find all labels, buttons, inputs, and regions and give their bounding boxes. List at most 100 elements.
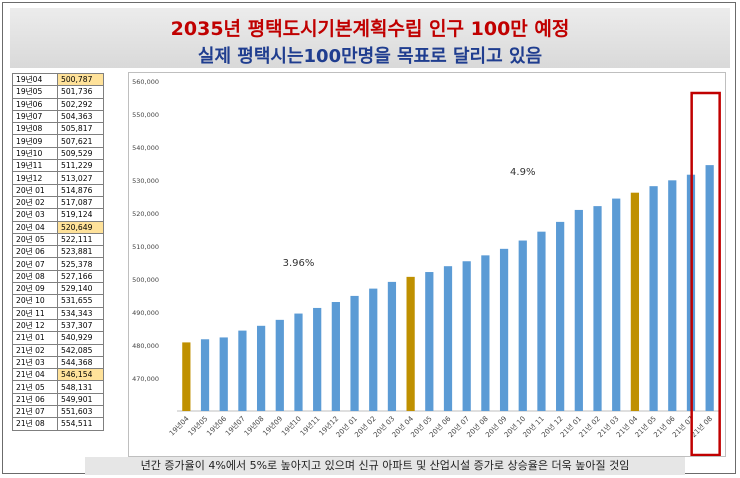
population-cell: 546,154 — [57, 368, 104, 382]
population-cell: 511,229 — [57, 159, 104, 173]
bar — [425, 272, 434, 411]
highlight-box — [690, 91, 721, 457]
bar — [369, 288, 378, 411]
month-cell: 20년 10 — [12, 294, 58, 308]
month-cell: 20년 11 — [12, 306, 58, 320]
table-row: 20년 11 534,343 — [12, 306, 104, 320]
bar — [200, 339, 210, 411]
population-cell: 513,027 — [57, 171, 104, 185]
table-row: 19년10 509,529 — [12, 146, 104, 161]
y-tick-label: 530,000 — [132, 177, 159, 185]
month-cell: 21년 01 — [12, 331, 58, 345]
population-cell: 501,736 — [57, 85, 104, 99]
bar — [612, 198, 621, 411]
bar — [313, 307, 322, 411]
month-cell: 20년 01 — [12, 183, 58, 197]
table-row: 20년 08 527,166 — [12, 269, 104, 284]
bar — [331, 302, 340, 411]
table-row: 20년 03 519,124 — [12, 208, 104, 222]
y-tick-label: 540,000 — [132, 144, 159, 152]
bar — [630, 192, 640, 411]
population-cell: 548,131 — [57, 380, 104, 394]
month-cell: 21년 07 — [12, 405, 58, 419]
bar — [275, 319, 284, 411]
population-cell: 500,787 — [57, 72, 104, 87]
month-cell: 21년 03 — [12, 355, 58, 370]
month-cell: 20년 06 — [12, 245, 58, 259]
population-cell: 537,307 — [57, 318, 104, 333]
table-row: 20년 07 525,378 — [12, 257, 104, 271]
population-cell: 542,085 — [57, 343, 104, 357]
bar — [387, 281, 397, 411]
chart-svg: 470,000 480,000 490,000 500,000 510,000 520,0… — [132, 78, 721, 457]
population-cell: 525,378 — [57, 257, 104, 271]
bar — [556, 221, 565, 411]
growth-annotation: 4.9% — [510, 167, 535, 178]
x-tick-label: 19년09 — [261, 414, 285, 438]
bar — [219, 337, 228, 411]
population-cell: 531,655 — [57, 294, 104, 308]
table-row: 20년 09 529,140 — [12, 282, 104, 296]
population-cell: 522,111 — [57, 232, 104, 247]
population-cell: 527,166 — [57, 269, 104, 284]
y-tick-label: 510,000 — [132, 243, 159, 251]
population-cell: 544,368 — [57, 355, 104, 370]
month-cell: 20년 02 — [12, 195, 58, 210]
population-cell: 507,621 — [57, 134, 104, 148]
table-row: 19년09 507,621 — [12, 134, 104, 148]
population-cell: 534,343 — [57, 306, 104, 320]
bar — [443, 266, 453, 411]
table-row: 20년 06 523,881 — [12, 245, 104, 259]
month-cell: 19년08 — [12, 122, 58, 136]
table-row: 19년08 505,817 — [12, 122, 104, 136]
month-cell: 21년 08 — [12, 417, 58, 431]
table-row: 20년 05 522,111 — [12, 232, 104, 247]
population-cell: 519,124 — [57, 208, 104, 222]
y-tick-label: 500,000 — [132, 276, 159, 284]
table-row: 19년04 500,787 — [12, 72, 104, 87]
y-tick-label: 550,000 — [132, 111, 159, 119]
population-cell: 554,511 — [57, 417, 104, 431]
headline: 2035년 평택도시기본계획수립 인구 100만 예정 — [170, 18, 570, 40]
bar — [537, 231, 546, 411]
population-cell: 502,292 — [57, 97, 104, 111]
table-row: 21년 01 540,929 — [12, 331, 104, 345]
bar — [518, 240, 527, 411]
bar — [182, 342, 191, 411]
y-tick-label: 490,000 — [132, 309, 159, 317]
x-tick-label: 19년10 — [279, 414, 303, 438]
month-cell: 20년 08 — [12, 269, 58, 284]
bar — [294, 313, 303, 411]
bar — [256, 325, 266, 411]
x-tick-label: 19년07 — [223, 414, 247, 438]
month-cell: 19년06 — [12, 97, 58, 111]
population-cell: 509,529 — [57, 146, 104, 161]
month-cell: 21년 05 — [12, 380, 58, 394]
month-cell: 19년10 — [12, 146, 58, 161]
month-cell: 20년 12 — [12, 318, 58, 333]
population-cell: 540,929 — [57, 331, 104, 345]
table-row: 21년 02 542,085 — [12, 343, 104, 357]
population-cell: 514,876 — [57, 183, 104, 197]
table-row: 21년 08 554,511 — [12, 417, 104, 431]
bar — [481, 255, 490, 411]
month-cell: 21년 04 — [12, 368, 58, 382]
bar — [499, 248, 509, 411]
table-row: 20년 12 537,307 — [12, 318, 104, 333]
bar — [705, 165, 714, 411]
subheadline: 실제 평택시는100만명을 목표로 달리고 있음 — [197, 46, 543, 67]
table-row: 19년05 501,736 — [12, 85, 104, 99]
month-cell: 20년 04 — [12, 220, 58, 234]
population-cell: 520,649 — [57, 220, 104, 234]
month-cell: 19년07 — [12, 109, 58, 124]
x-tick-label: 19년08 — [242, 414, 266, 438]
title-banner: 2035년 평택도시기본계획수립 인구 100만 예정 실제 평택시는100만명… — [10, 8, 730, 68]
table-row: 20년 10 531,655 — [12, 294, 104, 308]
month-cell: 19년12 — [12, 171, 58, 185]
population-cell: 505,817 — [57, 122, 104, 136]
population-cell: 529,140 — [57, 282, 104, 296]
y-tick-label: 520,000 — [132, 210, 159, 218]
growth-annotation: 3.96% — [283, 258, 315, 269]
y-tick-label: 480,000 — [132, 342, 159, 350]
population-cell: 517,087 — [57, 195, 104, 210]
